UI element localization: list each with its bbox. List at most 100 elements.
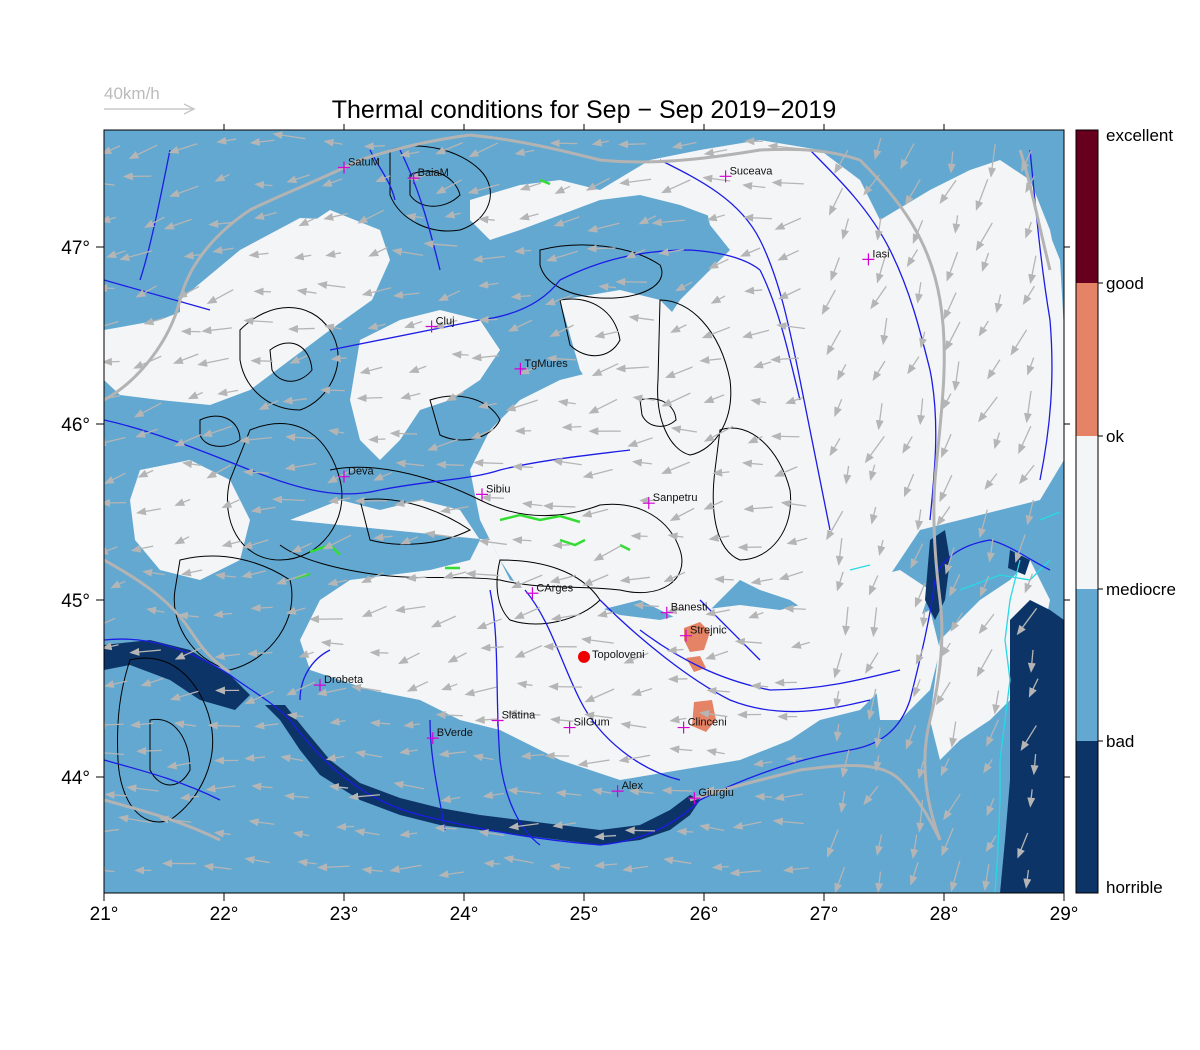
highlight-site-marker[interactable] — [578, 650, 590, 663]
wind-arrow — [519, 212, 539, 221]
city-giurgiu[interactable]: Giurgiu — [688, 787, 734, 805]
wind-arrow — [778, 571, 804, 581]
wind-arrow — [213, 829, 231, 838]
city-carges[interactable]: CArges — [526, 582, 574, 600]
wind-arrow — [394, 498, 424, 507]
city-alex[interactable]: Alex — [611, 780, 644, 798]
city-label: Giurgiu — [698, 787, 733, 799]
wind-arrow — [130, 720, 154, 729]
wind-arrow — [201, 326, 232, 335]
city-strejnic[interactable]: Strejnic — [680, 625, 727, 642]
wind-arrow — [949, 860, 961, 893]
city-clinceni[interactable]: Clinceni — [677, 717, 727, 734]
wind-arrow — [708, 258, 729, 269]
wind-arrow — [663, 856, 692, 865]
wind-arrow — [939, 474, 953, 503]
wind-arrow — [206, 464, 232, 479]
wind-arrow — [942, 393, 952, 410]
wind-arrow — [976, 649, 993, 678]
city-suceava[interactable]: Suceava — [719, 165, 774, 183]
wind-arrow — [874, 727, 883, 749]
wind-arrow — [221, 499, 240, 509]
wind-arrow — [666, 646, 684, 655]
legend-label-mediocre: mediocre — [1106, 580, 1176, 599]
wind-arrow — [433, 319, 458, 329]
wind-arrow — [241, 570, 267, 579]
x-tick-label: 25° — [570, 904, 599, 925]
wind-arrow — [780, 499, 807, 508]
highlight-site[interactable]: Topoloveni — [578, 649, 645, 663]
wind-arrow — [473, 458, 504, 467]
city-marker-icon — [338, 470, 350, 483]
wind-arrow — [369, 719, 391, 728]
city-bverde[interactable]: BVerde — [426, 727, 473, 745]
wind-arrow — [284, 462, 317, 472]
wind-arrow — [706, 213, 726, 222]
city-marker-icon — [642, 497, 655, 510]
y-tick-label: 45° — [61, 591, 90, 612]
wind-arrow — [552, 820, 577, 829]
wind-arrow — [978, 396, 998, 423]
wind-arrow — [513, 606, 541, 619]
city-silgum[interactable]: SilGum — [563, 717, 610, 734]
city-drobeta[interactable]: Drobeta — [314, 674, 364, 692]
wind-arrow — [588, 398, 618, 414]
city-iasi[interactable]: Iasi — [862, 248, 890, 266]
wind-arrow — [1026, 357, 1035, 376]
wind-arrow — [593, 832, 617, 841]
wind-arrow — [750, 397, 767, 406]
wind-arrow — [833, 652, 843, 679]
wind-arrow — [945, 321, 961, 351]
legend-label-excellent: excellent — [1106, 126, 1173, 145]
wind-arrow — [126, 784, 159, 793]
wind-arrow — [620, 721, 647, 730]
wind-arrow — [406, 681, 429, 692]
wind-arrow — [133, 355, 162, 369]
wind-arrow — [104, 395, 120, 400]
city-sibiu[interactable]: Sibiu — [476, 483, 510, 501]
city-label: Deva — [348, 466, 375, 478]
wind-arrow — [286, 174, 311, 184]
wind-arrow — [754, 792, 773, 801]
city-satum[interactable]: SatuM — [338, 156, 380, 174]
wind-arrow — [476, 618, 502, 630]
wind-arrow — [830, 257, 840, 282]
wind-arrow — [840, 749, 850, 779]
wind-arrow — [553, 216, 580, 227]
wind-arrow — [511, 574, 543, 589]
city-label: Clinceni — [688, 717, 727, 729]
wind-arrow — [910, 543, 924, 569]
horrible-zones — [104, 530, 1064, 893]
city-banesti[interactable]: Banesti — [660, 602, 708, 619]
city-cluj[interactable]: Cluj — [425, 316, 455, 333]
wind-arrow — [557, 398, 576, 407]
wind-arrow — [941, 827, 954, 857]
wind-arrow — [627, 437, 653, 448]
wind-arrow — [369, 648, 389, 657]
wind-arrow — [994, 294, 1003, 314]
wind-arrow — [706, 686, 730, 695]
wind-arrow — [663, 571, 686, 583]
wind-arrow — [661, 392, 691, 407]
city-sanpetru[interactable]: Sanpetru — [642, 492, 698, 510]
wind-arrow — [622, 864, 649, 873]
wind-arrow — [298, 217, 316, 227]
x-tick-label: 26° — [690, 904, 719, 925]
wind-arrow — [478, 280, 499, 289]
wind-arrow — [732, 821, 762, 830]
wind-arrow — [1021, 149, 1032, 173]
city-deva[interactable]: Deva — [338, 466, 375, 483]
wind-arrow — [104, 472, 126, 485]
legend-label-bad: bad — [1106, 732, 1134, 751]
city-baiam[interactable]: BaiaM — [407, 167, 449, 185]
city-slatina[interactable]: Slatina — [491, 709, 537, 727]
wind-arrow — [361, 287, 392, 297]
city-label: Alex — [622, 780, 644, 792]
city-tgmures[interactable]: TgMures — [514, 358, 568, 375]
wind-arrow — [988, 144, 997, 178]
wind-arrow — [250, 505, 276, 514]
x-tick-label: 28° — [930, 904, 959, 925]
wind-arrow — [975, 178, 989, 211]
wind-arrow — [472, 254, 505, 263]
legend-swatch-good — [1076, 283, 1098, 436]
